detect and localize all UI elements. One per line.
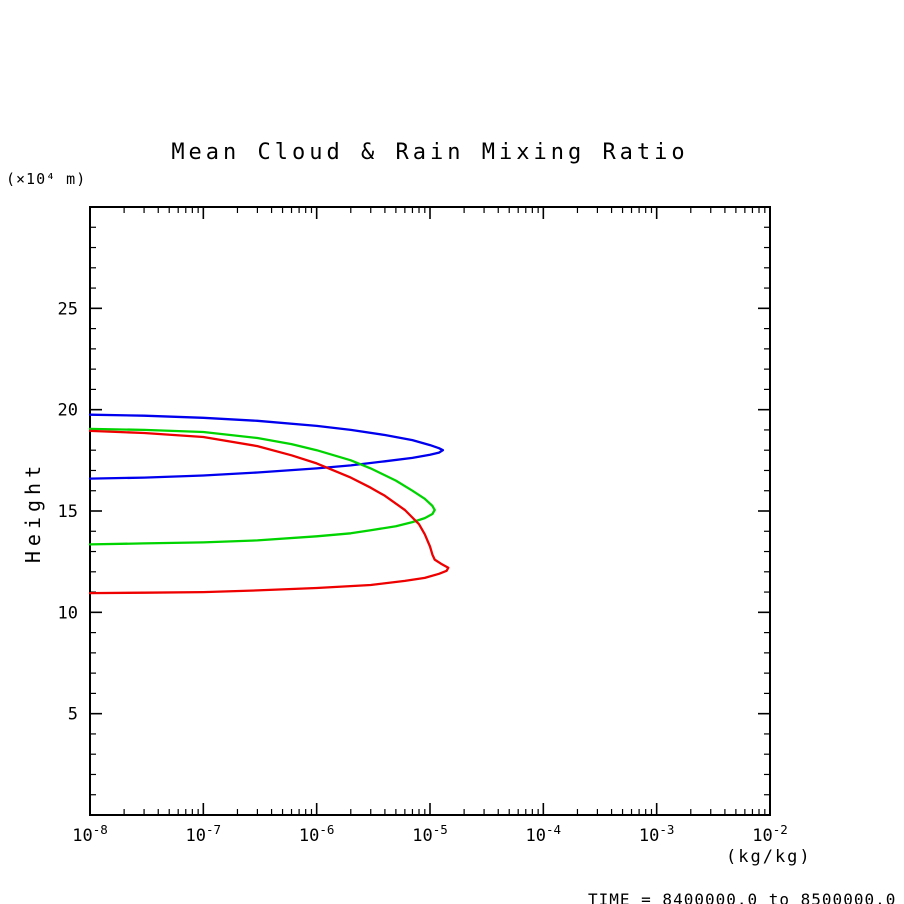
series-line-blue-profile [88, 413, 445, 480]
series-line-green-profile [88, 427, 436, 546]
y-tick-label: 10 [58, 603, 78, 623]
y-tick-label: 15 [58, 502, 78, 522]
plot-frame [89, 206, 771, 816]
y-axis-unit-label: (×10⁴ m) [6, 170, 87, 188]
x-axis-unit-label: (kg/kg) [726, 847, 812, 867]
x-tick-label: 10-8 [72, 822, 108, 846]
series-line-red-profile [88, 429, 450, 595]
time-range-footer: TIME = 8400000.0 to 8500000.0 [588, 890, 897, 904]
chart-title: Mean Cloud & Rain Mixing Ratio [171, 140, 689, 165]
y-tick-label: 25 [58, 299, 78, 319]
x-tick-label: 10-7 [186, 822, 222, 846]
x-tick-label: 10-4 [526, 822, 562, 846]
x-tick-label: 10-5 [412, 822, 448, 846]
x-tick-label: 10-6 [299, 822, 335, 846]
x-tick-label: 10-2 [752, 822, 788, 846]
y-tick-label: 20 [58, 401, 78, 421]
y-tick-label: 5 [68, 705, 78, 725]
x-tick-label: 10-3 [639, 822, 675, 846]
